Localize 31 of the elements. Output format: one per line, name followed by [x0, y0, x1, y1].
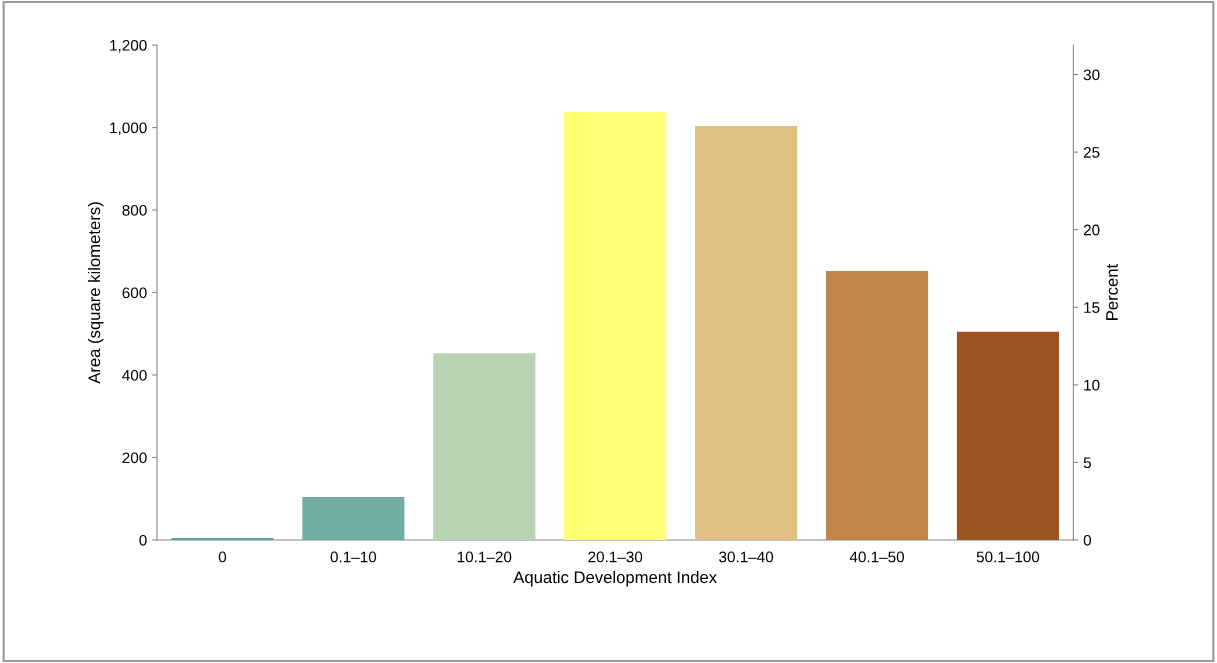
y-axis-title: Area (square kilometers) — [87, 202, 104, 384]
y-tick-label: 0 — [139, 534, 147, 546]
bar — [825, 271, 929, 541]
y2-axis-title: Percent — [1106, 263, 1118, 320]
y-tick-label: 600 — [122, 287, 147, 299]
y2-tick-label: 30 — [1083, 69, 1100, 81]
bar — [433, 353, 536, 541]
y2-tick-label: 25 — [1083, 147, 1100, 158]
bar — [956, 331, 1059, 541]
x-tick-label: 0.1–10 — [330, 551, 377, 563]
x-axis-title: Aquatic Development Index — [513, 570, 717, 587]
x-tick-label: 20.1–30 — [588, 551, 643, 563]
x-tick-label: 40.1–50 — [849, 551, 905, 563]
y2-tick-label: 20 — [1083, 224, 1100, 236]
bar — [564, 111, 667, 541]
y-tick-label: 1,000 — [110, 122, 147, 136]
y2-tick-label: 10 — [1084, 379, 1100, 391]
bar — [302, 497, 405, 541]
y2-tick-label: 5 — [1083, 457, 1091, 469]
bar — [695, 125, 798, 541]
x-tick-label: 10.1–20 — [457, 551, 512, 563]
y-tick-label: 200 — [122, 452, 147, 464]
bar — [171, 537, 274, 541]
y-tick-label: 400 — [122, 369, 147, 381]
y-tick-label: 1,200 — [110, 39, 147, 53]
y2-tick-label: 0 — [1083, 534, 1092, 546]
x-tick-label: 30.1–40 — [719, 551, 774, 563]
x-tick-label: 50.1–100 — [976, 551, 1040, 563]
x-tick-label: 0 — [218, 551, 227, 563]
y-tick-label: 800 — [122, 204, 147, 216]
y2-tick-label: 15 — [1084, 302, 1100, 313]
